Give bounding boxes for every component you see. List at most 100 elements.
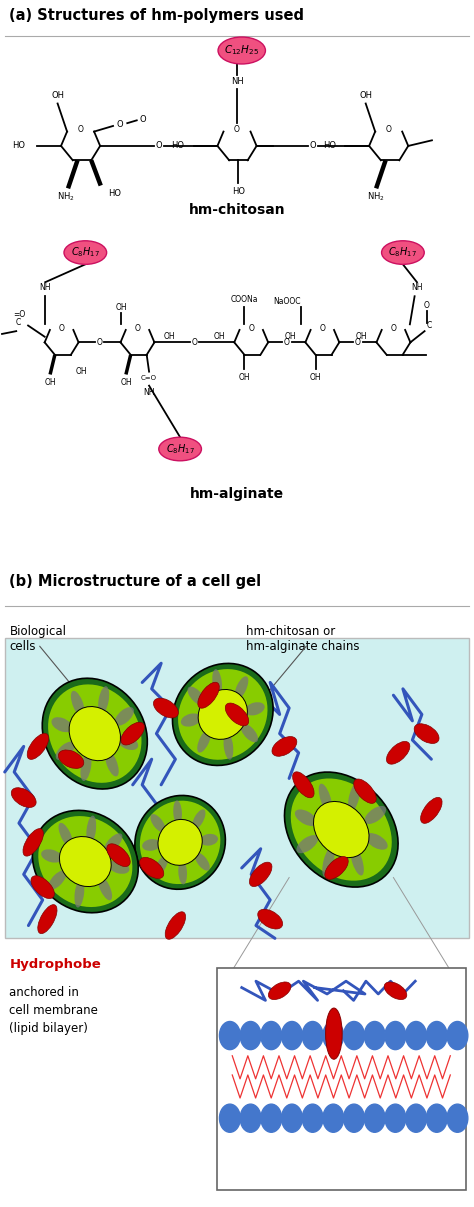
Ellipse shape — [296, 835, 318, 853]
Ellipse shape — [322, 847, 335, 877]
Ellipse shape — [59, 836, 111, 887]
Ellipse shape — [155, 856, 168, 875]
Ellipse shape — [71, 690, 84, 717]
Ellipse shape — [98, 875, 112, 900]
Ellipse shape — [313, 801, 369, 858]
Ellipse shape — [55, 741, 75, 760]
Text: O: O — [191, 338, 197, 346]
Circle shape — [426, 1021, 447, 1050]
Text: $C_8H_{17}$: $C_8H_{17}$ — [389, 246, 417, 260]
Text: hm-chitosan or
hm-alginate chains: hm-chitosan or hm-alginate chains — [246, 625, 360, 653]
Text: (a) Structures of hm-polymers used: (a) Structures of hm-polymers used — [9, 8, 304, 23]
Circle shape — [323, 1021, 344, 1050]
Ellipse shape — [52, 717, 72, 733]
Text: OH: OH — [75, 367, 87, 377]
Circle shape — [282, 1021, 302, 1050]
Ellipse shape — [284, 772, 398, 887]
Text: $C_8H_{17}$: $C_8H_{17}$ — [71, 246, 100, 260]
Ellipse shape — [98, 687, 109, 715]
Text: OH: OH — [164, 332, 175, 342]
Text: OH: OH — [51, 91, 64, 100]
Ellipse shape — [384, 982, 407, 999]
Text: COONa: COONa — [230, 295, 258, 303]
Text: NH: NH — [411, 284, 423, 292]
Ellipse shape — [154, 698, 178, 718]
Circle shape — [385, 1021, 406, 1050]
Text: O: O — [355, 338, 361, 346]
Ellipse shape — [173, 664, 273, 765]
Ellipse shape — [74, 879, 84, 908]
Ellipse shape — [115, 707, 134, 725]
Text: hm-alginate: hm-alginate — [190, 486, 284, 501]
Text: $C_8H_{17}$: $C_8H_{17}$ — [166, 442, 194, 456]
Circle shape — [302, 1104, 323, 1132]
Text: O: O — [97, 338, 102, 346]
Ellipse shape — [292, 771, 314, 798]
Ellipse shape — [198, 682, 219, 709]
Ellipse shape — [268, 982, 291, 999]
Circle shape — [240, 1021, 261, 1050]
Ellipse shape — [326, 1008, 342, 1060]
Text: Hydrophobe: Hydrophobe — [9, 957, 101, 970]
Ellipse shape — [354, 779, 376, 804]
Text: O: O — [117, 121, 123, 129]
Circle shape — [323, 1104, 344, 1132]
Text: NH$_2$: NH$_2$ — [367, 191, 385, 203]
Ellipse shape — [23, 829, 44, 856]
Text: NH$_2$: NH$_2$ — [57, 191, 74, 203]
Ellipse shape — [235, 676, 248, 700]
Circle shape — [282, 1104, 302, 1132]
Ellipse shape — [188, 687, 205, 705]
Text: O: O — [391, 323, 396, 333]
Text: O: O — [248, 323, 254, 333]
Circle shape — [406, 1104, 427, 1132]
Circle shape — [261, 1104, 282, 1132]
Text: OH: OH — [120, 378, 132, 387]
Text: O: O — [234, 126, 240, 134]
Text: O: O — [59, 323, 64, 333]
FancyBboxPatch shape — [5, 637, 469, 938]
Ellipse shape — [224, 733, 233, 759]
Circle shape — [364, 1021, 385, 1050]
Text: OH: OH — [213, 332, 225, 342]
Circle shape — [219, 1021, 240, 1050]
Text: O: O — [319, 323, 325, 333]
Circle shape — [302, 1021, 323, 1050]
Ellipse shape — [197, 729, 211, 753]
Ellipse shape — [104, 833, 122, 853]
Ellipse shape — [64, 240, 107, 264]
Text: C: C — [427, 321, 432, 330]
Ellipse shape — [365, 806, 386, 824]
Circle shape — [344, 1104, 365, 1132]
Circle shape — [406, 1021, 427, 1050]
Ellipse shape — [245, 702, 264, 716]
Ellipse shape — [198, 689, 247, 740]
Ellipse shape — [69, 706, 120, 760]
Ellipse shape — [38, 904, 57, 934]
Ellipse shape — [32, 810, 138, 912]
Ellipse shape — [218, 37, 265, 64]
Ellipse shape — [158, 820, 202, 865]
Ellipse shape — [386, 741, 410, 764]
Circle shape — [219, 1104, 240, 1132]
Ellipse shape — [159, 437, 201, 461]
Ellipse shape — [178, 669, 267, 759]
Text: hm-chitosan: hm-chitosan — [189, 204, 285, 217]
Text: O: O — [78, 126, 83, 134]
Ellipse shape — [42, 678, 147, 789]
Ellipse shape — [249, 862, 272, 886]
Text: NH: NH — [143, 389, 155, 397]
Ellipse shape — [140, 800, 220, 884]
Ellipse shape — [118, 735, 138, 750]
Text: O: O — [424, 302, 430, 310]
Ellipse shape — [192, 810, 205, 829]
Ellipse shape — [150, 814, 165, 832]
Text: OH: OH — [356, 332, 367, 342]
Text: C: C — [16, 319, 21, 327]
Text: anchored in
cell membrane
(lipid bilayer): anchored in cell membrane (lipid bilayer… — [9, 986, 99, 1036]
Ellipse shape — [38, 816, 132, 906]
Text: HO: HO — [12, 141, 26, 151]
Ellipse shape — [272, 736, 297, 757]
Text: OH: OH — [115, 303, 127, 311]
Text: NH: NH — [231, 76, 243, 86]
